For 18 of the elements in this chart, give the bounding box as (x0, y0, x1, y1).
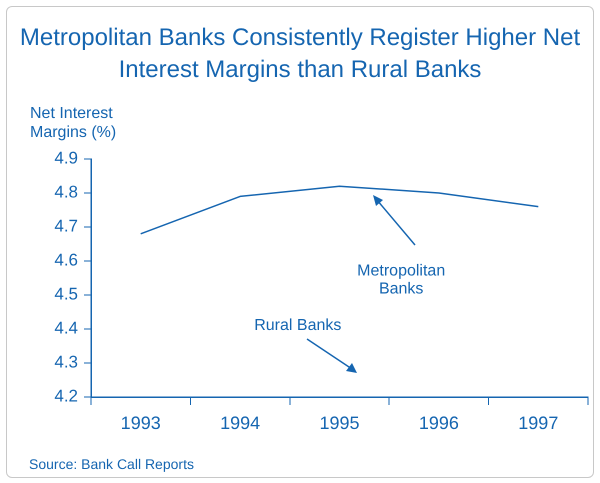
y-tick-label: 4.2 (54, 386, 78, 406)
y-tick-label: 4.7 (54, 216, 78, 236)
y-axis-title: Net Interest Margins (%) (30, 104, 118, 142)
y-tick-label: 4.5 (54, 284, 78, 304)
y-tick-label: 4.8 (54, 182, 78, 202)
chart-title: Metropolitan Banks Consistently Register Higher Net Interest Margins than Rural Banks (18, 23, 582, 85)
x-tick-label: 1993 (120, 412, 161, 433)
x-tick-label: 1996 (418, 412, 459, 433)
x-tick-label: 1997 (518, 412, 558, 433)
y-tick-label: 4.3 (54, 352, 78, 372)
y-tick-label: 4.4 (54, 318, 78, 338)
annotation: Rural Banks (254, 317, 342, 334)
x-tick-label: 1995 (319, 412, 360, 433)
x-tick-label: 1994 (220, 412, 260, 433)
y-tick-label: 4.9 (54, 148, 78, 168)
y-tick-label: 4.6 (54, 250, 78, 270)
source-note: Source: Bank Call Reports (29, 456, 194, 472)
text: Metropolitan Banks (357, 262, 446, 298)
